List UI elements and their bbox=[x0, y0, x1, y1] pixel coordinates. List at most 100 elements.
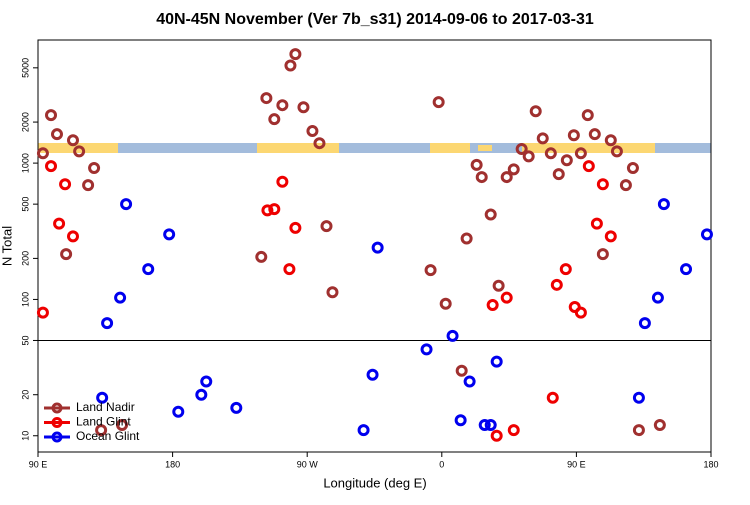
data-point bbox=[567, 129, 580, 142]
chart-title: 40N-45N November (Ver 7b_s31) 2014-09-06… bbox=[156, 11, 594, 28]
data-point bbox=[463, 375, 476, 388]
data-point bbox=[446, 329, 459, 342]
data-point bbox=[581, 109, 594, 122]
data-point bbox=[88, 162, 101, 175]
data-point bbox=[283, 263, 296, 276]
data-point bbox=[60, 248, 73, 261]
data-point bbox=[306, 125, 319, 138]
data-point bbox=[420, 343, 433, 356]
data-point bbox=[455, 364, 468, 377]
data-point bbox=[610, 145, 623, 158]
y-tick-label: 10 bbox=[20, 431, 30, 441]
data-point bbox=[680, 263, 693, 276]
data-point bbox=[36, 306, 49, 319]
data-point bbox=[529, 105, 542, 118]
data-point bbox=[424, 264, 437, 277]
y-tick-label: 1000 bbox=[20, 153, 30, 173]
data-point bbox=[53, 217, 66, 230]
data-point bbox=[582, 160, 595, 173]
data-point bbox=[284, 59, 297, 72]
x-tick-label: 180 bbox=[165, 459, 180, 469]
data-point bbox=[507, 163, 520, 176]
legend-label: Land Nadir bbox=[76, 400, 135, 414]
data-point bbox=[260, 92, 273, 105]
data-point bbox=[500, 291, 513, 304]
data-point bbox=[653, 418, 666, 431]
data-point bbox=[604, 134, 617, 147]
data-point bbox=[261, 204, 274, 217]
data-point bbox=[96, 391, 109, 404]
data-point bbox=[632, 424, 645, 437]
data-point bbox=[142, 263, 155, 276]
data-point bbox=[478, 418, 491, 431]
data-point bbox=[454, 414, 467, 427]
data-point bbox=[289, 221, 302, 234]
data-point bbox=[626, 162, 639, 175]
data-point bbox=[276, 99, 289, 112]
data-point bbox=[59, 178, 72, 191]
data-point bbox=[460, 232, 473, 245]
y-axis-label: N Total bbox=[0, 226, 14, 266]
data-point bbox=[195, 388, 208, 401]
data-point bbox=[66, 134, 79, 147]
data-point bbox=[604, 230, 617, 243]
x-tick-label: 180 bbox=[703, 459, 718, 469]
data-point bbox=[320, 220, 333, 233]
y-tick-label: 200 bbox=[20, 251, 30, 266]
data-point bbox=[544, 147, 557, 160]
data-point bbox=[590, 217, 603, 230]
data-point bbox=[66, 230, 79, 243]
y-tick-label: 20 bbox=[20, 390, 30, 400]
data-point bbox=[588, 128, 601, 141]
data-point bbox=[276, 175, 289, 188]
y-tick-label: 5000 bbox=[20, 58, 30, 78]
data-point bbox=[255, 250, 268, 263]
data-point bbox=[73, 145, 86, 158]
data-point bbox=[596, 248, 609, 261]
data-point bbox=[700, 228, 713, 241]
data-point bbox=[432, 96, 445, 109]
data-point bbox=[596, 178, 609, 191]
legend-marker bbox=[51, 431, 63, 443]
data-point bbox=[490, 429, 503, 442]
data-point bbox=[490, 355, 503, 368]
data-point bbox=[120, 198, 133, 211]
y-tick-label: 100 bbox=[20, 292, 30, 307]
data-point bbox=[619, 179, 632, 192]
data-point bbox=[484, 418, 497, 431]
data-point bbox=[297, 101, 310, 114]
data-point bbox=[536, 132, 549, 145]
x-axis-label: Longitude (deg E) bbox=[323, 475, 426, 490]
data-point bbox=[522, 150, 535, 163]
x-tick-label: 0 bbox=[439, 459, 444, 469]
x-tick-label: 90 E bbox=[29, 459, 48, 469]
data-point bbox=[550, 278, 563, 291]
legend-label: Land Glint bbox=[76, 415, 131, 429]
legend-marker bbox=[51, 402, 63, 414]
data-point bbox=[632, 391, 645, 404]
data-point bbox=[114, 291, 127, 304]
data-point bbox=[574, 306, 587, 319]
y-tick-label: 500 bbox=[20, 197, 30, 212]
data-point bbox=[546, 391, 559, 404]
data-point bbox=[486, 299, 499, 312]
plot-frame bbox=[37, 39, 712, 453]
data-point bbox=[559, 263, 572, 276]
data-point bbox=[638, 317, 651, 330]
data-point bbox=[492, 279, 505, 292]
data-point bbox=[50, 128, 63, 141]
data-point bbox=[45, 109, 58, 122]
data-point bbox=[326, 286, 339, 299]
data-point bbox=[574, 147, 587, 160]
data-point bbox=[357, 424, 370, 437]
y-tick-label: 2000 bbox=[20, 112, 30, 132]
data-point bbox=[200, 375, 213, 388]
data-point bbox=[560, 154, 573, 167]
data-point bbox=[95, 424, 108, 437]
data-point bbox=[172, 405, 185, 418]
data-point bbox=[470, 158, 483, 171]
y-tick-label: 50 bbox=[20, 335, 30, 345]
data-point bbox=[507, 424, 520, 437]
data-point bbox=[552, 168, 565, 181]
